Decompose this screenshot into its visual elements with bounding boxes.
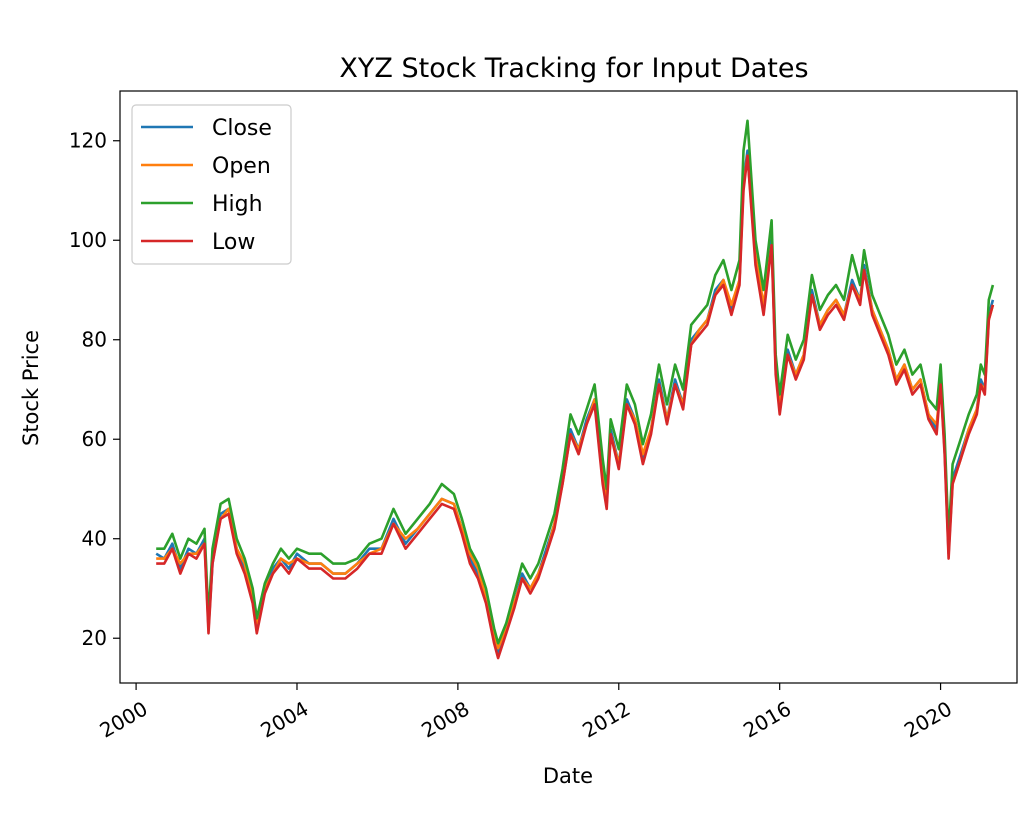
y-tick-label: 100 xyxy=(69,228,107,252)
legend: Close Open High Low xyxy=(131,104,292,265)
legend-label-low: Low xyxy=(212,230,255,255)
y-axis: 20 40 60 80 100 120 xyxy=(69,129,120,650)
y-tick-label: 60 xyxy=(82,427,107,451)
y-tick-label: 20 xyxy=(82,626,107,650)
plot-frame xyxy=(119,90,1018,684)
chart-title: XYZ Stock Tracking for Input Dates xyxy=(339,53,808,84)
series-line-low xyxy=(156,154,995,660)
y-tick-label: 80 xyxy=(82,328,107,352)
legend-box xyxy=(131,104,292,265)
x-axis-label: Date xyxy=(543,764,593,788)
series-line-high xyxy=(156,119,995,645)
y-tick-label: 120 xyxy=(69,129,107,153)
legend-label-close: Close xyxy=(212,116,272,141)
y-tick-label: 40 xyxy=(82,527,107,551)
legend-label-high: High xyxy=(212,192,263,217)
legend-label-open: Open xyxy=(212,154,271,179)
y-axis-label: Stock Price xyxy=(19,330,43,446)
series-layer xyxy=(155,119,995,660)
